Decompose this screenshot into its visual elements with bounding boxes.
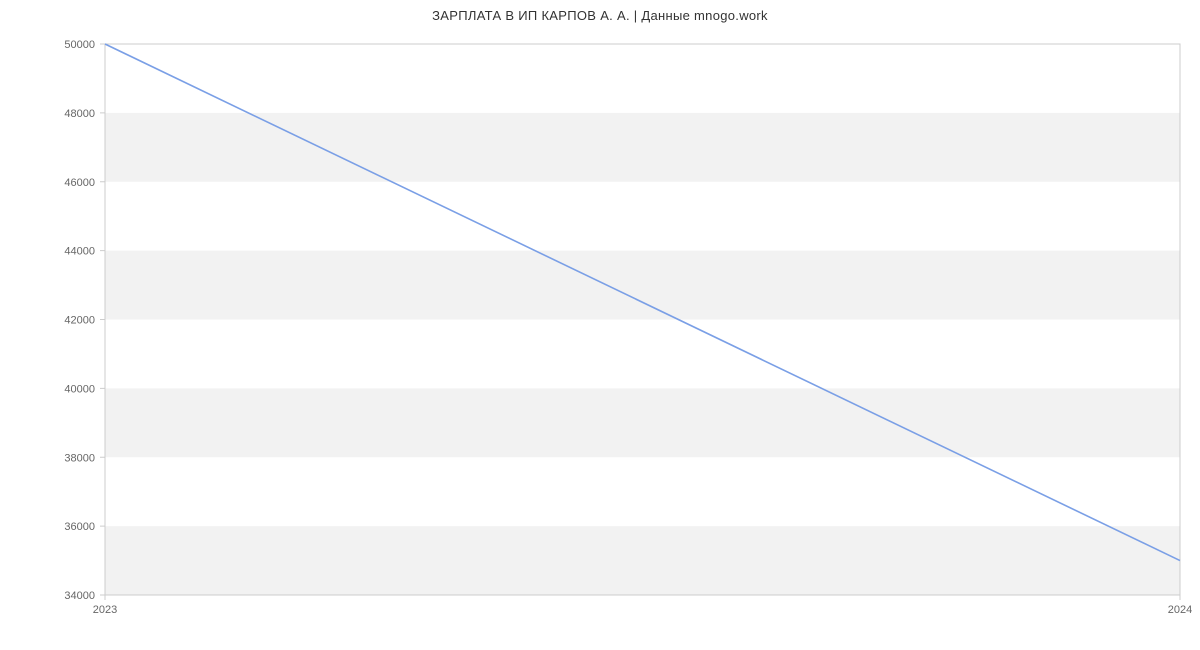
grid-band [105, 388, 1180, 457]
grid-band [105, 251, 1180, 320]
y-tick-label: 50000 [64, 39, 95, 51]
y-tick-label: 38000 [64, 452, 95, 464]
y-tick-label: 42000 [64, 315, 95, 327]
y-tick-label: 34000 [64, 590, 95, 602]
y-tick-label: 46000 [64, 177, 95, 189]
line-chart: 34000 36000 38000 40000 42000 44000 46000 48000… [0, 0, 1200, 650]
chart-container: ЗАРПЛАТА В ИП КАРПОВ А. А. | Данные mnog… [0, 0, 1200, 650]
x-tick-label: 2023 [93, 604, 117, 616]
x-tick-label: 2024 [1168, 604, 1192, 616]
y-tick-label: 36000 [64, 521, 95, 533]
grid-band [105, 526, 1180, 595]
y-tick-label: 48000 [64, 108, 95, 120]
y-tick-label: 40000 [64, 383, 95, 395]
grid-band [105, 113, 1180, 182]
y-tick-label: 44000 [64, 246, 95, 258]
